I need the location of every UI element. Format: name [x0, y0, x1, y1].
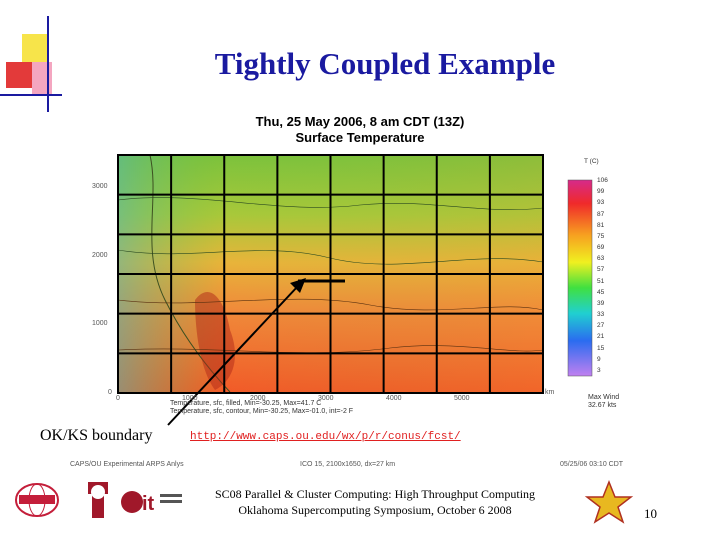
- colorbar-tick-label: 93: [597, 199, 605, 207]
- colorbar-tick-label: 75: [597, 232, 605, 240]
- colorbar-tick-label: 63: [597, 255, 605, 263]
- it-logo: it: [121, 491, 182, 515]
- map-contour-4: [117, 345, 544, 354]
- page-number: 10: [644, 506, 657, 521]
- colorbar-tick-label: 9: [597, 355, 601, 363]
- colorbar-tick-label: 51: [597, 277, 605, 285]
- max-wind-value: 32.67 kts: [588, 402, 617, 409]
- colorbar-tick-label: 87: [597, 210, 605, 218]
- map-border: [117, 154, 544, 394]
- domain-decomposition-grid: [118, 155, 543, 393]
- x-tick: 3000: [318, 395, 334, 402]
- source-middle: ICO 15, 2100x1650, dx=27 km: [300, 461, 396, 468]
- colorbar: [567, 179, 593, 377]
- x-tick: 2000: [250, 395, 266, 402]
- forecast-url-link[interactable]: http://www.caps.ou.edu/wx/p/r/conus/fcst…: [190, 431, 461, 443]
- colorbar-tick-label: 57: [597, 266, 605, 274]
- caption-filled: Temperature, sfc, filled, Min=-30.25, Ma…: [170, 400, 322, 407]
- colorbar-tick-label: 106: [597, 177, 608, 184]
- source-right: 05/25/06 03:10 CDT: [560, 461, 624, 468]
- y-tick: 1000: [92, 320, 108, 327]
- map-title: Thu, 25 May 2006, 8 am CDT (13Z) Surface…: [200, 114, 520, 146]
- map-title-line1: Thu, 25 May 2006, 8 am CDT (13Z): [255, 114, 465, 129]
- colorbar-tick-label: 21: [597, 333, 605, 341]
- svg-text:it: it: [142, 493, 155, 515]
- x-tick: 4000: [386, 395, 402, 402]
- map-contour-3: [117, 298, 544, 311]
- x-tick: 1000: [182, 395, 198, 402]
- colorbar-header: T (C): [584, 158, 599, 165]
- x-tick: 0: [116, 395, 120, 402]
- max-wind-legend: Max Wind 32.67 kts: [588, 394, 619, 410]
- map-title-line2: Surface Temperature: [295, 130, 425, 145]
- footer-line1: SC08 Parallel & Cluster Computing: High …: [214, 487, 536, 501]
- caption-contour: Temperature, sfc, contour, Min=-30.25, M…: [170, 408, 354, 415]
- x-axis-unit: km: [545, 389, 555, 396]
- slide-title: Tightly Coupled Example: [214, 46, 556, 81]
- y-tick: 2000: [92, 252, 108, 259]
- boundary-arrow: [167, 285, 299, 426]
- corner-red-square: [6, 62, 32, 88]
- colorbar-tick-label: 81: [597, 221, 605, 229]
- sc08-star-logo: [584, 480, 634, 524]
- colorbar-tick-label: 39: [597, 299, 605, 307]
- ou-logo: [88, 482, 108, 518]
- colorbar-tick-label: 3: [597, 367, 601, 374]
- source-left: CAPS/OU Experimental ARPS Anlys: [70, 461, 184, 468]
- boundary-label: OK/KS boundary: [40, 427, 153, 444]
- map-caption: Temperature, sfc, filled, Min=-30.25, Ma…: [170, 400, 353, 416]
- footer-line2: Oklahoma Supercomputing Symposium, Octob…: [238, 503, 512, 517]
- map-contour-1: [117, 197, 544, 210]
- colorbar-tick-label: 45: [597, 288, 605, 296]
- colorbar-tick-label: 99: [597, 188, 605, 196]
- colorbar-tick-label: 27: [597, 322, 605, 330]
- corner-vertical-line: [47, 16, 49, 112]
- max-wind-label: Max Wind: [588, 394, 620, 401]
- y-tick: 0: [108, 389, 112, 396]
- x-tick: 5000: [454, 395, 470, 402]
- oscer-logo: [15, 483, 59, 517]
- corner-horizontal-line: [0, 94, 62, 96]
- y-tick: 3000: [92, 183, 108, 190]
- footer: SC08 Parallel & Cluster Computing: High …: [185, 486, 565, 518]
- colorbar-tick-label: 69: [597, 244, 605, 252]
- colorbar-tick-label: 33: [597, 311, 605, 319]
- colorbar-tick-label: 15: [597, 344, 605, 352]
